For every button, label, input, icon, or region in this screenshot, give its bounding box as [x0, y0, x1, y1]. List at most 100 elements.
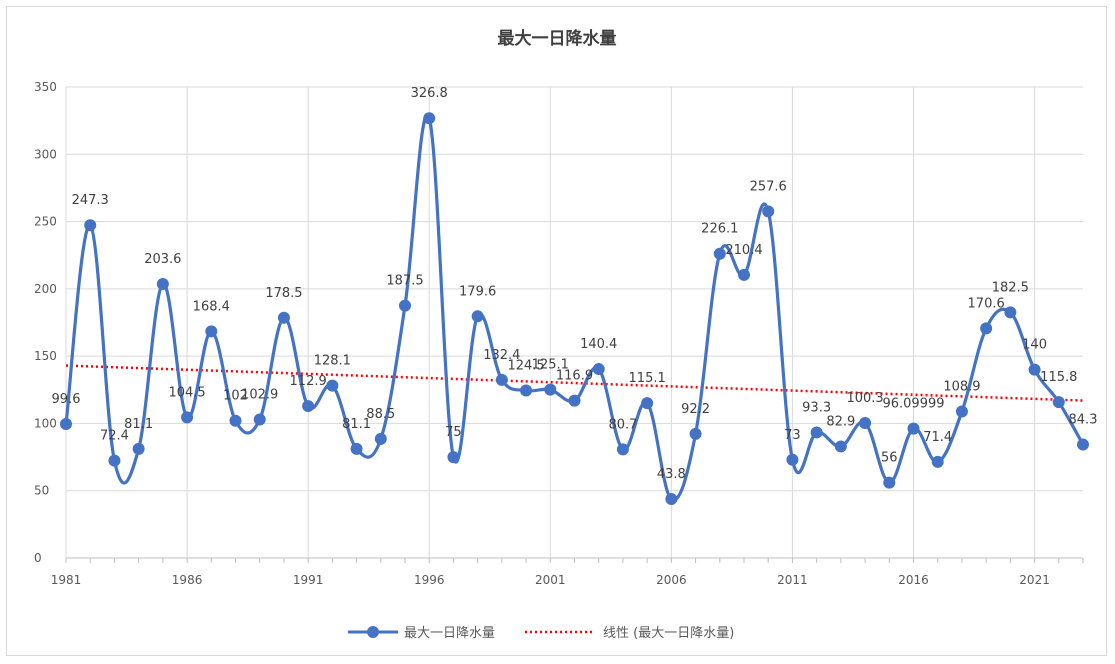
chart-frame [6, 6, 1107, 656]
legend-series-label: 最大一日降水量 [404, 626, 495, 641]
data-label: 82.9 [826, 414, 855, 429]
data-label: 115.1 [629, 371, 666, 386]
x-tick-label: 2016 [898, 573, 929, 587]
data-point[interactable] [302, 400, 315, 413]
data-label: 168.4 [193, 299, 230, 314]
data-point[interactable] [423, 112, 436, 125]
data-label: 92.2 [681, 402, 710, 417]
data-label: 247.3 [72, 193, 109, 208]
x-tick-label: 1986 [172, 573, 203, 587]
data-point[interactable] [810, 426, 823, 439]
chart-title: 最大一日降水量 [498, 28, 617, 49]
data-point[interactable] [738, 268, 750, 281]
data-point[interactable] [834, 440, 847, 453]
data-point[interactable] [1077, 438, 1089, 451]
data-label: 102 [223, 389, 248, 404]
data-label: 182.5 [992, 280, 1029, 295]
data-label: 102.9 [241, 388, 278, 403]
data-label: 116.9 [556, 369, 593, 384]
data-point[interactable] [108, 454, 121, 467]
data-label: 56 [881, 451, 898, 466]
data-point[interactable] [859, 417, 872, 430]
data-point[interactable] [350, 442, 363, 455]
data-label: 75 [445, 425, 462, 440]
legend[interactable]: 最大一日降水量 线性 (最大一日降水量) [348, 626, 734, 641]
data-point[interactable] [1052, 396, 1065, 409]
data-point[interactable] [471, 310, 484, 323]
data-point[interactable] [689, 427, 702, 440]
x-tick-label: 1981 [51, 573, 82, 587]
data-point[interactable] [84, 219, 97, 232]
data-point[interactable] [132, 442, 145, 455]
y-tick-label: 250 [34, 215, 57, 229]
data-point[interactable] [616, 443, 629, 456]
data-label: 71.4 [923, 430, 952, 445]
data-label: 140 [1022, 338, 1047, 353]
data-point[interactable] [641, 397, 654, 410]
series [60, 112, 1089, 506]
data-label: 226.1 [701, 222, 738, 237]
data-point[interactable] [495, 373, 508, 386]
data-label: 81.1 [342, 417, 371, 432]
x-tick-label: 1996 [414, 573, 445, 587]
data-label: 72.4 [100, 429, 129, 444]
data-label: 326.8 [411, 86, 448, 101]
data-point[interactable] [907, 422, 920, 435]
data-point[interactable] [520, 384, 533, 397]
data-label: 80.7 [608, 417, 637, 432]
data-point[interactable] [931, 455, 944, 468]
data-point[interactable] [980, 322, 993, 335]
legend-trend-label: 线性 (最大一日降水量) [603, 626, 734, 641]
data-label: 88.5 [366, 407, 395, 422]
data-point[interactable] [1028, 363, 1041, 376]
data-point[interactable] [156, 278, 169, 291]
data-label: 203.6 [144, 252, 181, 267]
data-label: 104.5 [168, 385, 205, 400]
y-tick-label: 350 [34, 80, 57, 94]
data-point[interactable] [883, 476, 896, 489]
y-tick-label: 150 [34, 349, 57, 363]
data-point[interactable] [1004, 306, 1017, 319]
data-point[interactable] [592, 363, 605, 376]
data-label: 132.4 [483, 348, 520, 363]
data-label: 108.9 [943, 379, 980, 394]
data-point[interactable] [762, 205, 775, 218]
y-tick-label: 0 [34, 551, 42, 565]
data-label: 115.8 [1040, 370, 1077, 385]
x-tick-label: 2006 [656, 573, 687, 587]
data-point[interactable] [399, 299, 411, 312]
data-point[interactable] [786, 453, 799, 466]
data-point[interactable] [181, 411, 194, 424]
gridlines [65, 86, 1083, 559]
data-label: 99.6 [52, 392, 81, 407]
data-point[interactable] [205, 325, 218, 338]
axes: 0 50 100 150 200 250 300 350 1981 1986 1991 1996 200… [34, 80, 1084, 587]
data-label: 43.8 [657, 467, 686, 482]
data-point[interactable] [713, 247, 726, 260]
data-label: 128.1 [314, 354, 351, 369]
data-point[interactable] [60, 417, 72, 430]
data-label: 93.3 [802, 400, 831, 415]
data-point[interactable] [665, 493, 678, 506]
data-label: 84.3 [1069, 413, 1098, 428]
data-point[interactable] [277, 311, 290, 324]
data-label: 73 [784, 428, 801, 443]
data-point[interactable] [326, 379, 339, 392]
data-point[interactable] [447, 451, 460, 464]
data-label: 187.5 [386, 274, 423, 289]
data-point[interactable] [374, 432, 387, 445]
data-label: 179.6 [459, 284, 496, 299]
x-tick-label: 2011 [777, 573, 808, 587]
data-label: 178.5 [265, 286, 302, 301]
data-point[interactable] [955, 405, 968, 418]
data-point[interactable] [229, 414, 242, 427]
data-label: 140.4 [580, 337, 617, 352]
data-point[interactable] [253, 413, 266, 426]
data-point[interactable] [568, 394, 581, 407]
data-label: 125.1 [532, 358, 569, 373]
data-label: 210.4 [725, 243, 762, 258]
data-label: 124.5 [507, 358, 544, 373]
data-point[interactable] [544, 383, 557, 396]
data-label: 170.6 [968, 296, 1005, 311]
